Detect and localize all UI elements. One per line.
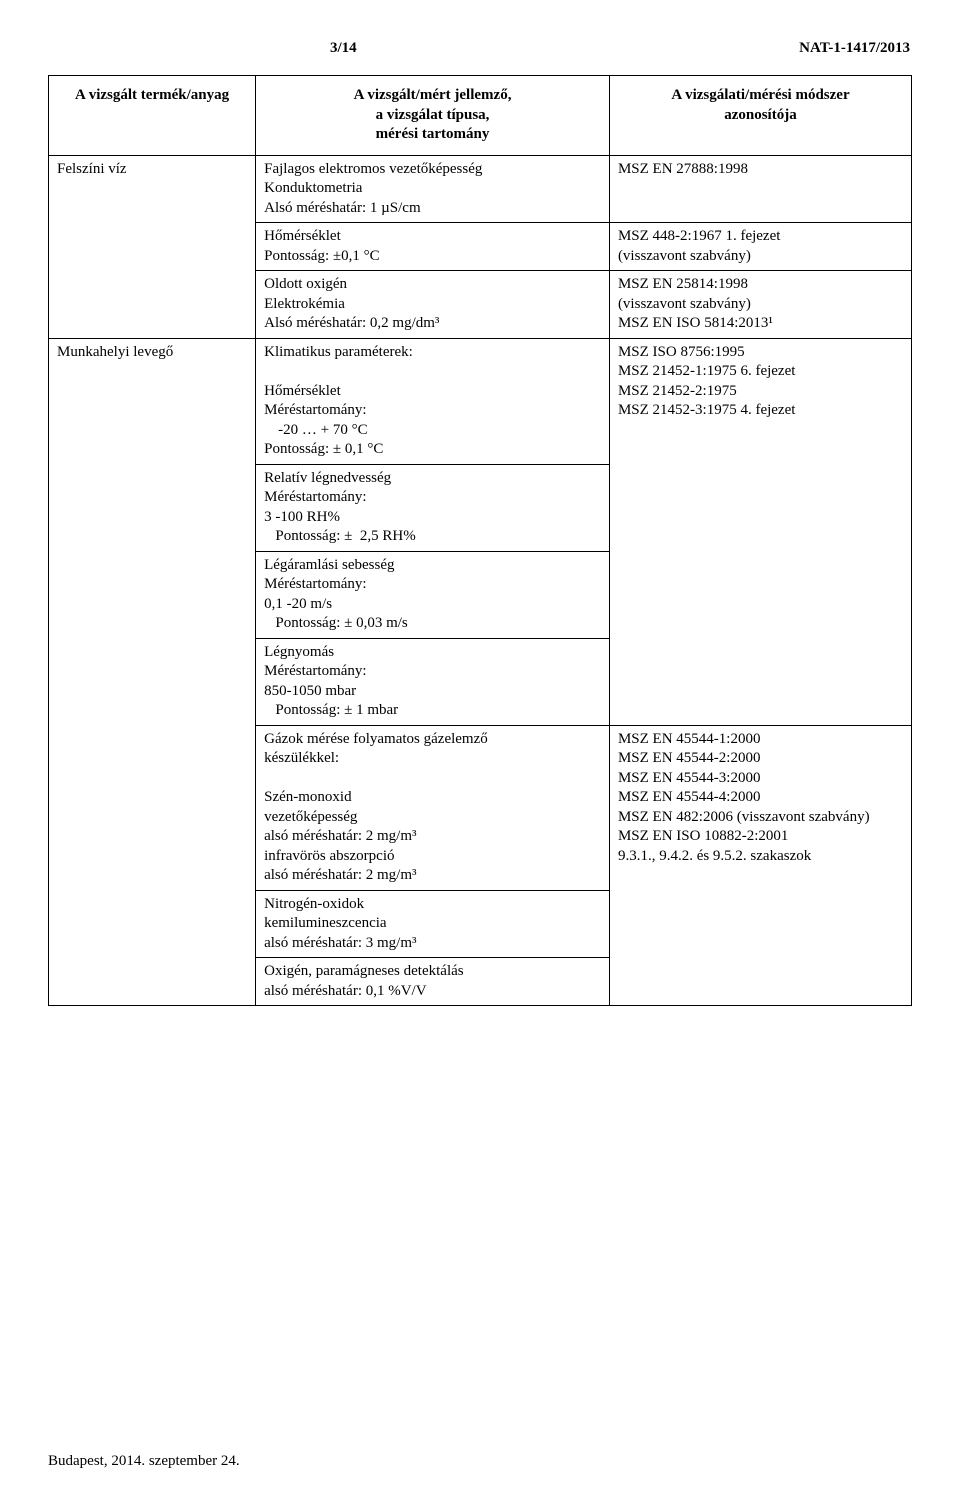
page-number: 3/14 [50,40,357,57]
table-row: Munkahelyi levegő Klimatikus paraméterek… [49,338,912,464]
header-col1: A vizsgált termék/anyag [49,76,256,156]
method-cell: MSZ ISO 8756:1995 MSZ 21452-1:1975 6. fe… [609,338,911,725]
product-cell: Felszíni víz [49,155,256,338]
main-table: A vizsgált termék/anyag A vizsgált/mért … [48,75,912,1006]
footer-date: Budapest, 2014. szeptember 24. [48,1453,240,1470]
feature-cell: Hőmérséklet Pontosság: ±0,1 °C [256,223,610,271]
feature-cell: Nitrogén-oxidok kemilumineszcencia alsó … [256,890,610,958]
method-cell: MSZ EN 25814:1998 (visszavont szabvány) … [609,271,911,339]
method-cell: MSZ EN 45544-1:2000 MSZ EN 45544-2:2000 … [609,725,911,1006]
feature-cell: Oxigén, paramágneses detektálás alsó mér… [256,958,610,1006]
product-cell: Munkahelyi levegő [49,338,256,1006]
feature-cell: Légáramlási sebesség Méréstartomány: 0,1… [256,551,610,638]
feature-cell: Oldott oxigén Elektrokémia Alsó méréshat… [256,271,610,339]
page: 3/14 NAT-1-1417/2013 A vizsgált termék/a… [0,0,960,1500]
feature-cell: Fajlagos elektromos vezetőképesség Kondu… [256,155,610,223]
header-col2: A vizsgált/mért jellemző, a vizsgálat tí… [256,76,610,156]
feature-cell: Klimatikus paraméterek: Hőmérséklet Méré… [256,338,610,464]
feature-cell: Légnyomás Méréstartomány: 850-1050 mbar … [256,638,610,725]
table-row: Felszíni víz Fajlagos elektromos vezetők… [49,155,912,223]
feature-cell: Relatív légnedvesség Méréstartomány: 3 -… [256,464,610,551]
header-col3: A vizsgálati/mérési módszer azonosítója [609,76,911,156]
method-cell: MSZ 448-2:1967 1. fejezet (visszavont sz… [609,223,911,271]
method-cell: MSZ EN 27888:1998 [609,155,911,223]
doc-id: NAT-1-1417/2013 [799,40,910,57]
table-header-row: A vizsgált termék/anyag A vizsgált/mért … [49,76,912,156]
feature-cell: Gázok mérése folyamatos gázelemző készül… [256,725,610,890]
page-header: 3/14 NAT-1-1417/2013 [48,40,912,57]
